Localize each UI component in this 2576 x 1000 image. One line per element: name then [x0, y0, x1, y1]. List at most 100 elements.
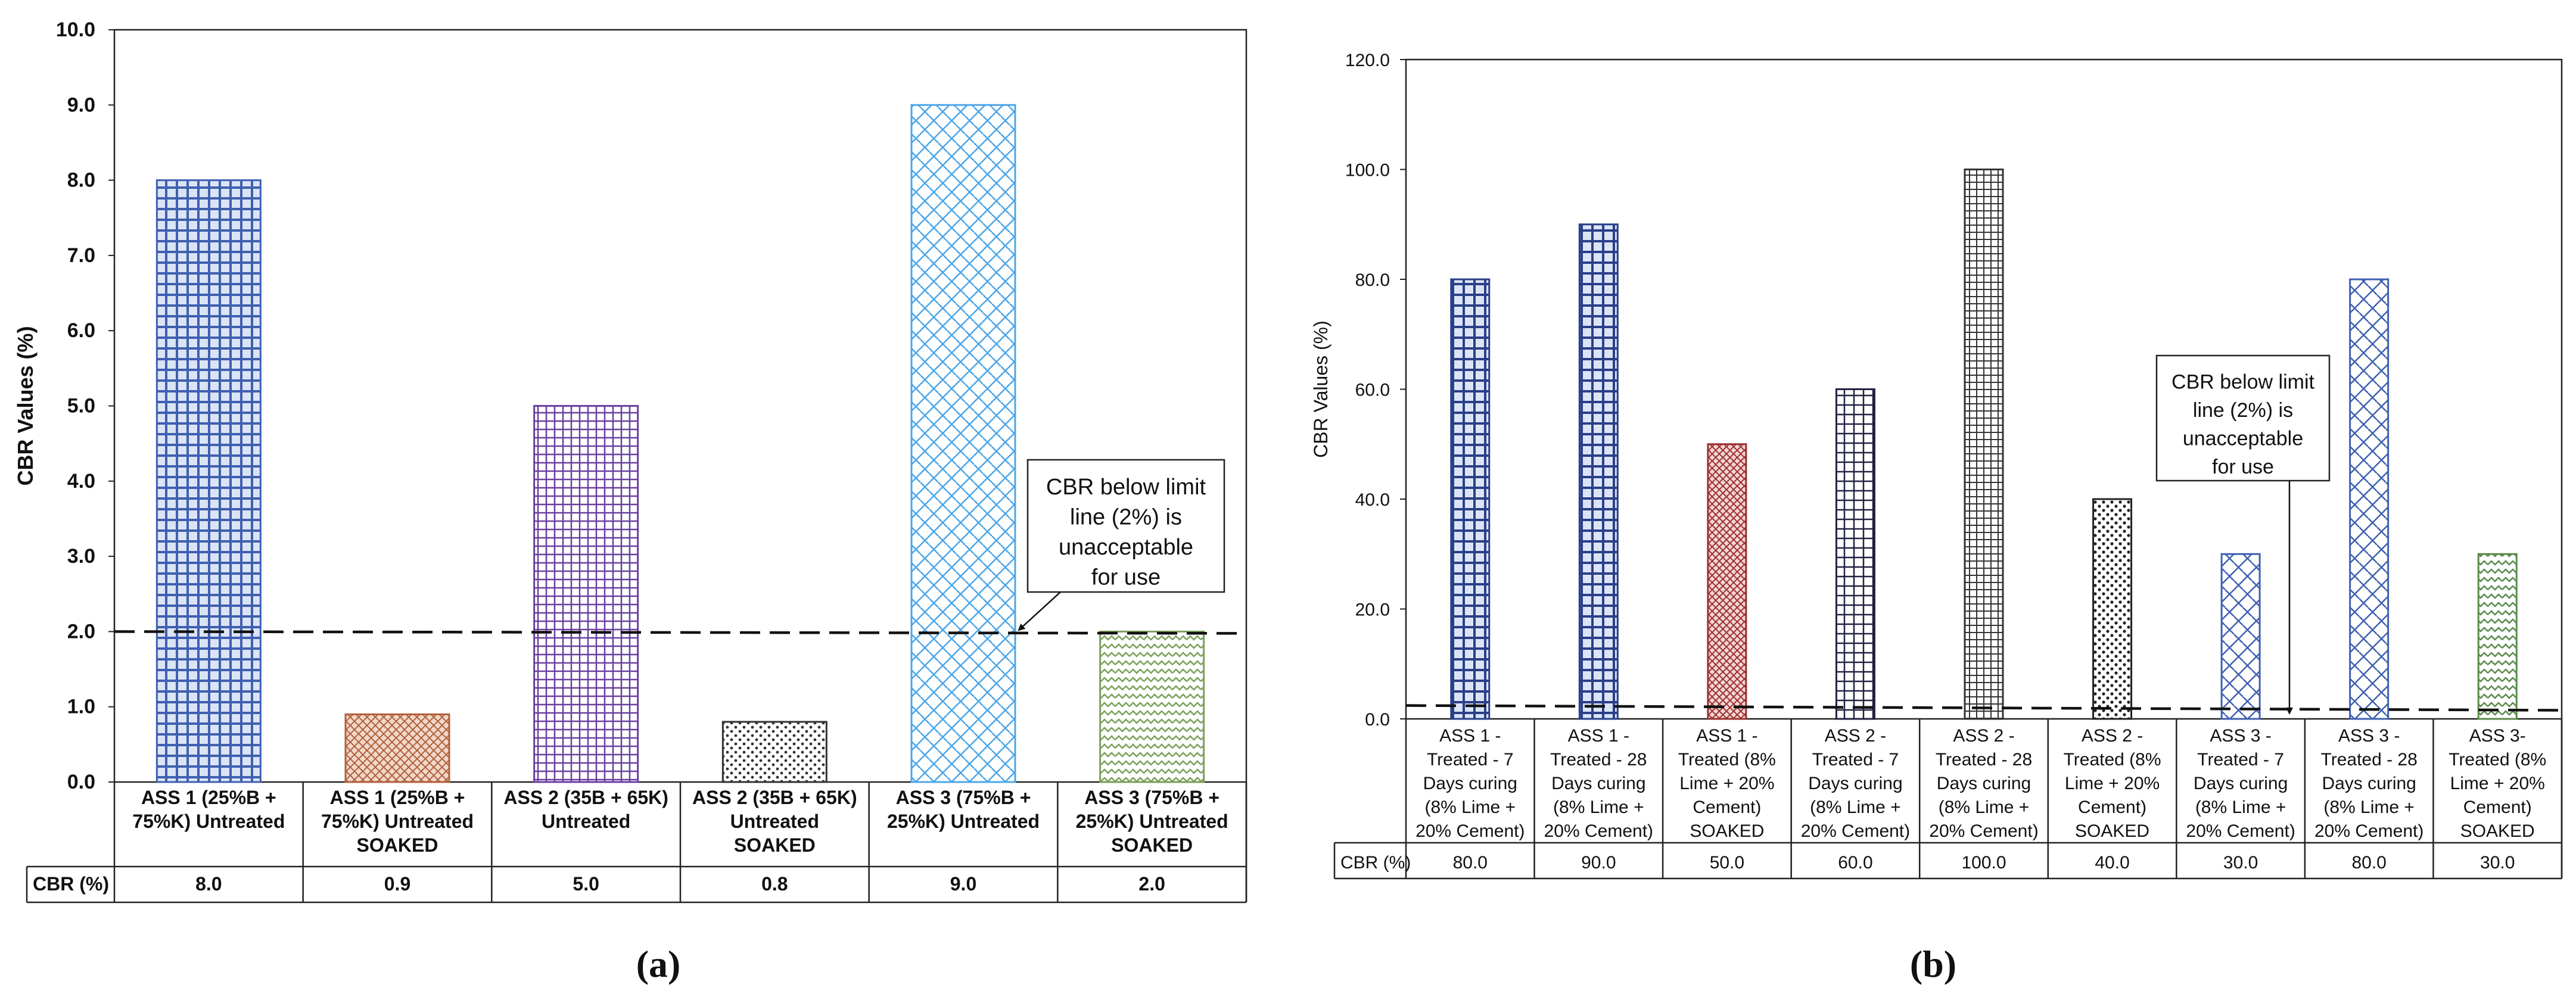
- panel-b-category-label: Cement): [2463, 797, 2532, 817]
- panel-b-caption: (b): [1910, 943, 1956, 985]
- panel-b-category-label: Treated - 28: [1550, 750, 1647, 770]
- panel-b-category-label: Treated (8%: [2449, 750, 2546, 770]
- panel-a-y-tick-label: 7.0: [67, 244, 95, 267]
- panel-b-category-label: ASS 2 -: [2082, 726, 2143, 746]
- panel-a-limit-line: [114, 630, 1247, 635]
- panel-b-category-label: Treated (8%: [2064, 750, 2161, 770]
- panel-b-bar: [2220, 553, 2261, 720]
- panel-a-y-tick-label: 4.0: [67, 470, 95, 493]
- panel-b-table-value: 30.0: [2480, 853, 2515, 873]
- panel-b-y-tick-label: 60.0: [1355, 381, 1390, 400]
- panel-b-category-label: Cement): [1693, 797, 1761, 817]
- panel-a-category-label: ASS 3 (75%B +: [1084, 787, 1219, 808]
- panel-a-plot-area: [113, 29, 1247, 783]
- panel-b-limit-line: [1405, 704, 2562, 712]
- panel-b-category-label: 20% Cement): [1415, 821, 1525, 841]
- panel-b-table-value: 80.0: [1453, 853, 1488, 873]
- panel-b-y-tick-label: 20.0: [1355, 600, 1390, 620]
- panel-b-y-tick-label: 80.0: [1355, 270, 1390, 290]
- panel-b-y-tick-label: 100.0: [1345, 161, 1390, 180]
- panel-b-table-value: 80.0: [2351, 853, 2386, 873]
- panel-a-category-label: ASS 3 (75%B +: [896, 787, 1031, 808]
- panel-b-category-label: Treated - 28: [1936, 750, 2032, 770]
- panel-b-category-label: Days curing: [1808, 774, 1902, 793]
- panel-b-category-label: Days curing: [1551, 774, 1645, 793]
- panel-b-annotation-text: line (2%) is: [2193, 399, 2293, 422]
- panel-a-category-label: SOAKED: [357, 834, 438, 856]
- panel-b-category-label: SOAKED: [2460, 821, 2535, 841]
- panel-b-category-label: SOAKED: [2075, 821, 2149, 841]
- panel-a-category-label: SOAKED: [734, 834, 816, 856]
- panel-b-category-label: 20% Cement): [2186, 821, 2295, 841]
- panel-a-category-label: 25%K) Untreated: [1076, 811, 1228, 832]
- panel-a-y-tick-label: 6.0: [67, 319, 95, 342]
- panel-a-category-label: 75%K) Untreated: [132, 811, 285, 832]
- panel-a-category-label: 75%K) Untreated: [321, 811, 474, 832]
- panel-a-category-label: Untreated: [542, 811, 630, 832]
- panel-b-table-value: 100.0: [1961, 853, 2006, 873]
- panel-b-category-label: Treated - 7: [1427, 750, 1514, 770]
- panel-a-caption: (a): [636, 943, 681, 985]
- panel-a-bar: [155, 179, 262, 783]
- panel-a-annotation-text: CBR below limit: [1046, 475, 1206, 500]
- panel-b-category-label: ASS 2 -: [1953, 726, 2014, 746]
- panel-b-category-label: ASS 1 -: [1439, 726, 1501, 746]
- panel-b-category-label: (8% Lime +: [1939, 797, 2030, 817]
- panel-b-category-label: SOAKED: [1690, 821, 1764, 841]
- panel-b-category-label: ASS 2 -: [1825, 726, 1886, 746]
- panel-a-y-axis-label: CBR Values (%): [13, 326, 38, 485]
- panel-b-category-label: Lime + 20%: [2065, 774, 2160, 793]
- panel-b-category-label: Days curing: [2194, 774, 2288, 793]
- panel-b-bar: [2477, 553, 2518, 720]
- panel-b-y-axis-label: CBR Values (%): [1310, 320, 1331, 458]
- panel-b-category-label: ASS 3 -: [2210, 726, 2271, 746]
- panel-b-y-tick-label: 0.0: [1365, 710, 1390, 730]
- panel-b-category-label: Lime + 20%: [2450, 774, 2545, 793]
- panel-b-table-value: 90.0: [1581, 853, 1616, 873]
- panel-b-category-label: (8% Lime +: [1424, 797, 1516, 817]
- panel-a-table-header: CBR (%): [33, 873, 109, 895]
- panel-b-category-label: ASS 1 -: [1568, 726, 1629, 746]
- panel-a-table-value: 5.0: [573, 873, 599, 895]
- panel-a-y-tick-label: 9.0: [67, 94, 95, 116]
- panel-a-bar: [910, 104, 1016, 783]
- panel-b-table-header: CBR (%): [1340, 853, 1411, 873]
- panel-a-y-tick-label: 10.0: [56, 18, 95, 41]
- panel-a-annotation-text: line (2%) is: [1070, 504, 1182, 529]
- panel-a-y-tick-label: 5.0: [67, 395, 95, 418]
- panel-a-bar: [1099, 630, 1205, 783]
- panel-a-table-value: 0.9: [384, 873, 410, 895]
- panel-b-category-label: (8% Lime +: [1553, 797, 1644, 817]
- panel-a-category-label: ASS 2 (35B + 65K): [503, 787, 668, 808]
- panel-b-category-label: ASS 3 -: [2338, 726, 2400, 746]
- panel-a-category-label: ASS 2 (35B + 65K): [692, 787, 857, 808]
- panel-a-table-value: 8.0: [195, 873, 222, 895]
- panel-a-category-label: Untreated: [730, 811, 819, 832]
- panel-b-table-value: 30.0: [2223, 853, 2258, 873]
- panel-b-category-label: Treated - 7: [1812, 750, 1899, 770]
- panel-b-category-label: 20% Cement): [1544, 821, 1653, 841]
- panel-a-y-tick-label: 2.0: [67, 620, 95, 643]
- panel-b-category-label: (8% Lime +: [2323, 797, 2415, 817]
- panel-a-category-label: 25%K) Untreated: [887, 811, 1040, 832]
- panel-b-category-label: Days curing: [1937, 774, 2031, 793]
- panel-b-y-tick-label: 120.0: [1345, 51, 1390, 70]
- panel-a-bar: [721, 721, 827, 783]
- panel-b-annotation-box: [2155, 354, 2331, 482]
- panel-a-category-label: ASS 1 (25%B +: [330, 787, 465, 808]
- panel-a-table-value: 2.0: [1138, 873, 1165, 895]
- panel-b-bar: [2092, 498, 2133, 720]
- panel-a-annotation-box: [1026, 459, 1225, 593]
- panel-b-category-label: Days curing: [2322, 774, 2416, 793]
- panel-a-bar: [344, 713, 450, 783]
- panel-a-y-tick-label: 3.0: [67, 545, 95, 568]
- panel-b-annotation-text: CBR below limit: [2171, 371, 2314, 394]
- panel-a-y-tick-label: 0.0: [67, 771, 95, 793]
- panel-b-category-label: (8% Lime +: [1810, 797, 1901, 817]
- panel-b-category-label: Lime + 20%: [1679, 774, 1774, 793]
- panel-a-y-tick-label: 8.0: [67, 169, 95, 192]
- panel-a-table-value: 0.8: [761, 873, 788, 895]
- panel-b-table-value: 50.0: [1710, 853, 1744, 873]
- panel-b-category-label: Treated (8%: [1678, 750, 1776, 770]
- panel-b-category-label: ASS 1 -: [1696, 726, 1757, 746]
